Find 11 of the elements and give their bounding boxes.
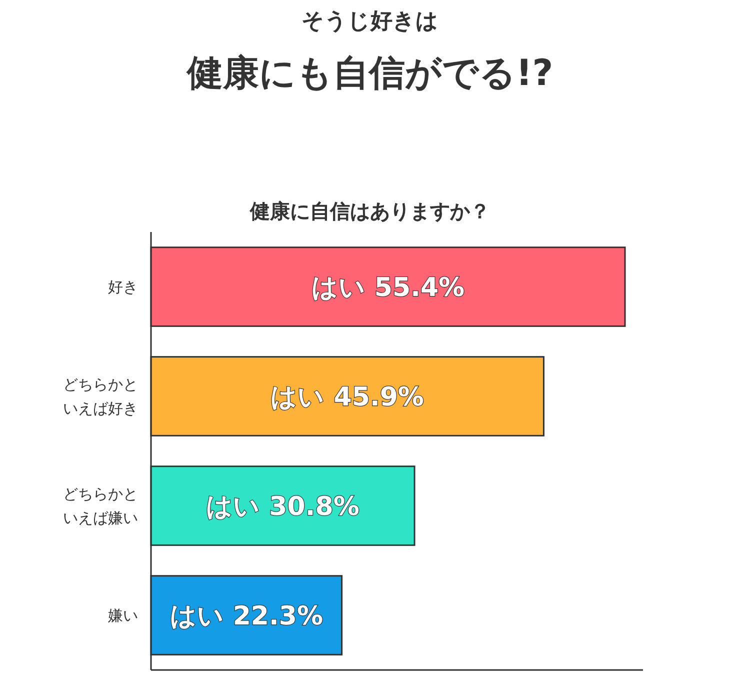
data-label: はい 22.3% xyxy=(170,601,324,632)
y-tick-label: どちらかといえば好き xyxy=(63,375,138,418)
data-label: はい 55.4% xyxy=(311,272,465,303)
chart-subtitle: 健康にも自信がでる!? xyxy=(186,53,554,94)
chart-title: そうじ好きは xyxy=(302,9,438,34)
y-tick-label: 好き xyxy=(108,278,138,296)
y-tick-label: どちらかといえば嫌い xyxy=(63,484,138,527)
data-label: はい 45.9% xyxy=(270,382,424,412)
data-label: はい 30.8% xyxy=(206,492,360,522)
text: 健康に自信はありますか？ xyxy=(249,199,490,223)
y-tick-label: 嫌い xyxy=(108,606,138,624)
